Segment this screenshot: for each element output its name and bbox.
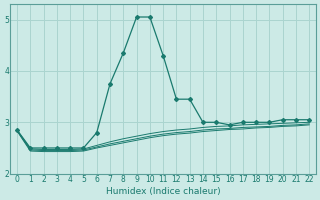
X-axis label: Humidex (Indice chaleur): Humidex (Indice chaleur) xyxy=(106,187,220,196)
